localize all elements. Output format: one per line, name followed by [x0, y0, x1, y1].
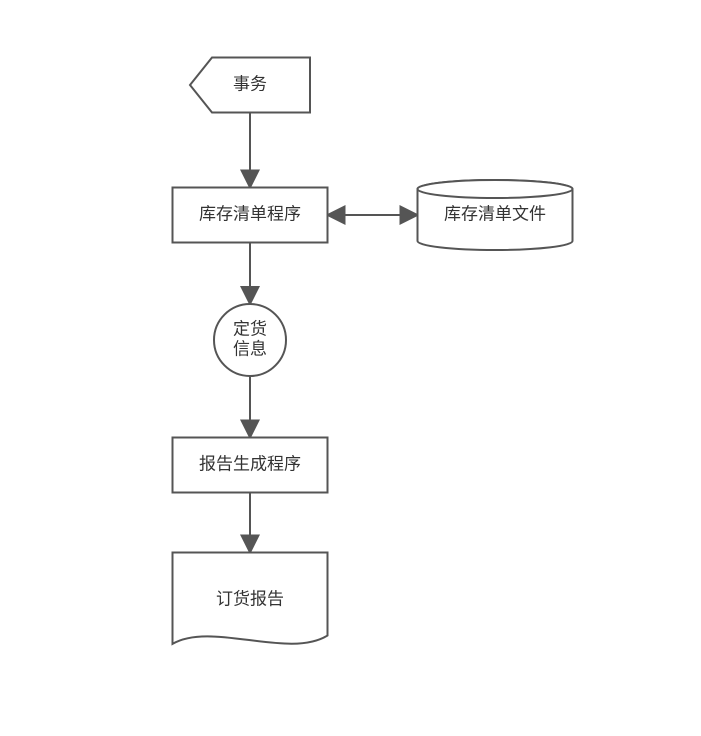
node-transaction: 事务	[190, 58, 310, 113]
node-label-transaction: 事务	[233, 74, 267, 93]
node-report-program: 报告生成程序	[173, 438, 328, 493]
node-order-info: 定货信息	[214, 304, 286, 376]
node-label-inventory-file: 库存清单文件	[444, 204, 546, 223]
node-order-report: 订货报告	[173, 553, 328, 644]
node-inventory-file: 库存清单文件	[418, 180, 573, 250]
node-label-order-info: 定货	[233, 320, 267, 339]
node-label-order-report: 订货报告	[216, 589, 284, 608]
nodes-layer: 事务库存清单程序 库存清单文件定货信息报告生成程序订货报告	[173, 58, 573, 644]
node-label-report-program: 报告生成程序	[199, 454, 301, 473]
node-inventory-program: 库存清单程序	[173, 188, 328, 243]
flowchart-diagram: 事务库存清单程序 库存清单文件定货信息报告生成程序订货报告	[0, 0, 701, 736]
node-label-order-info: 信息	[233, 339, 267, 358]
node-label-inventory-program: 库存清单程序	[199, 204, 301, 223]
